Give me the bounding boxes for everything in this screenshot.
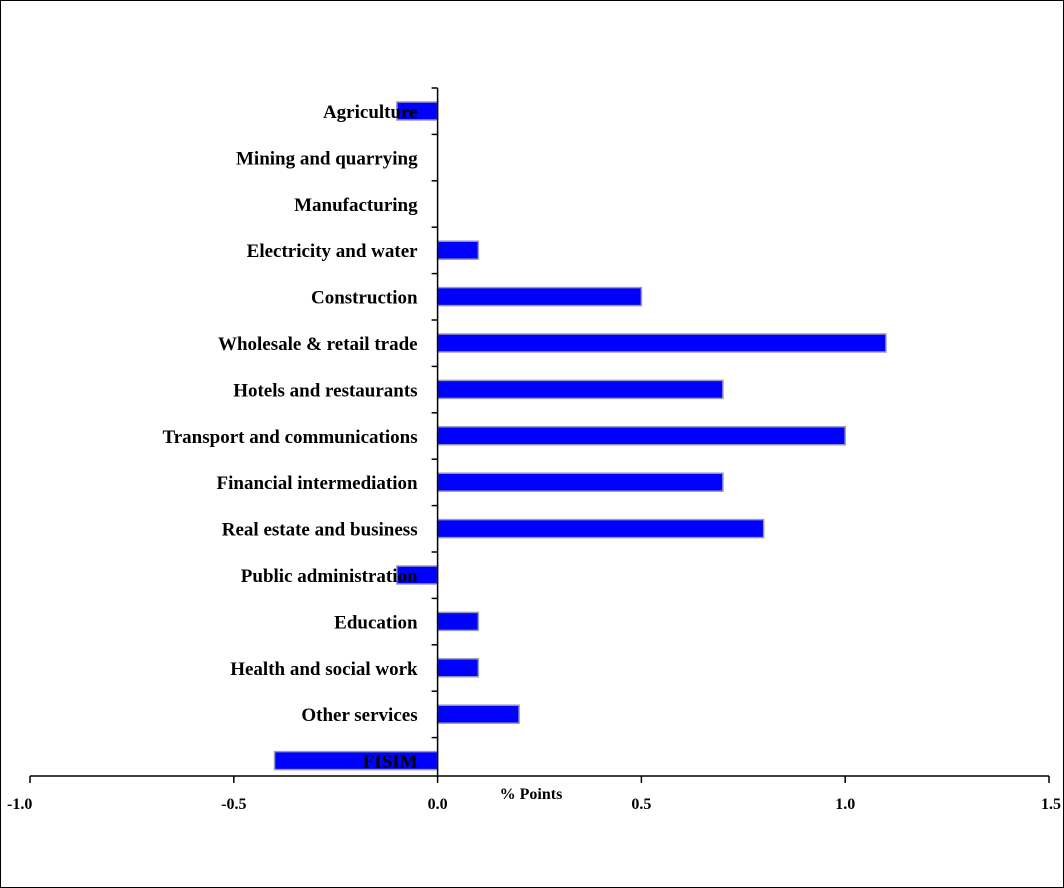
bar-12: [436, 611, 480, 632]
x-axis-title: % Points: [500, 786, 563, 803]
x-tick-label-6: 1.5: [1041, 796, 1061, 813]
category-label-9: Financial intermediation: [217, 473, 419, 494]
category-label-2: Mining and quarrying: [236, 148, 418, 169]
category-label-1: Agriculture: [323, 102, 418, 123]
x-tick-label-2: -0.5: [221, 796, 246, 813]
bar-14: [436, 704, 520, 724]
bar-5: [436, 286, 643, 307]
bar-9: [436, 472, 724, 492]
category-label-8: Transport and communications: [162, 427, 417, 448]
category-label-4: Electricity and water: [247, 241, 419, 262]
category-label-13: Health and social work: [230, 659, 418, 680]
bar-8: [436, 426, 846, 446]
axes-layer: [29, 87, 1050, 783]
category-label-6: Wholesale & retail trade: [218, 334, 418, 355]
category-label-3: Manufacturing: [294, 195, 418, 216]
category-label-12: Education: [334, 612, 418, 633]
labels-layer: Agriculture Mining and quarrying Manufactu…: [7, 102, 1061, 813]
bar-6: [436, 333, 887, 353]
bar-13: [436, 658, 480, 678]
x-tick-label-3: 0.0: [428, 796, 448, 813]
category-label-5: Construction: [311, 288, 418, 309]
category-label-10: Real estate and business: [222, 520, 418, 541]
x-tick-label-1: -1.0: [7, 796, 32, 813]
bar-7: [436, 379, 724, 400]
category-label-15: FISIM: [363, 752, 418, 773]
x-tick-label-5: 1.0: [835, 796, 855, 813]
category-label-11: Public administration: [241, 566, 418, 587]
x-tick-label-4: 0.5: [631, 796, 651, 813]
category-label-7: Hotels and restaurants: [233, 380, 417, 401]
bar-4: [436, 240, 480, 260]
category-label-14: Other services: [301, 705, 417, 726]
bar-10: [436, 518, 765, 539]
